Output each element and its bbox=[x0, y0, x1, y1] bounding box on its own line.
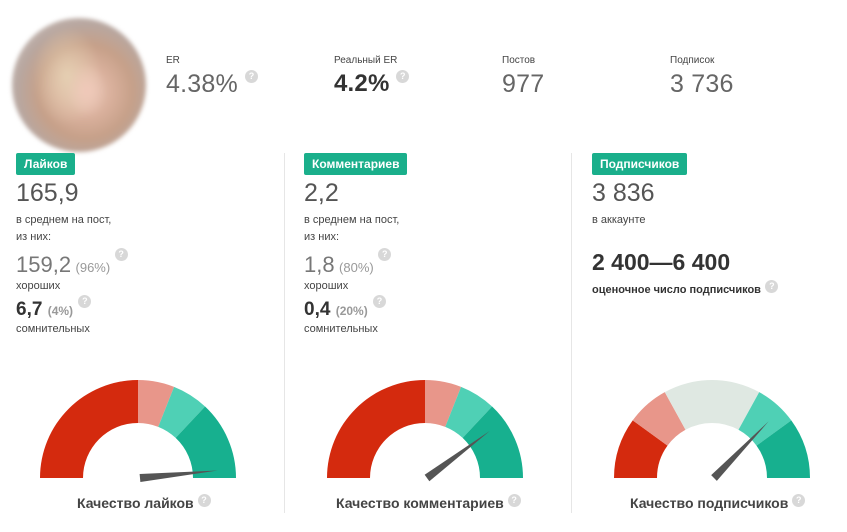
gauge-needle bbox=[424, 430, 490, 482]
likes-doubtful-pct: (4%) bbox=[47, 304, 74, 318]
gauge-segment bbox=[738, 392, 792, 446]
followers-quality-gauge bbox=[614, 380, 810, 481]
gauge-segment bbox=[138, 380, 175, 427]
gauge-segment bbox=[756, 420, 810, 478]
stat-following: Подписок 3 736 bbox=[670, 55, 734, 99]
likes-gauge-arcs bbox=[40, 380, 236, 482]
gauge-segment bbox=[445, 386, 493, 438]
stat-following-value: 3 736 bbox=[670, 70, 734, 98]
comments-gauge-arcs bbox=[327, 380, 523, 482]
stat-real-er: Реальный ER 4.2% ? bbox=[334, 55, 410, 98]
stat-er: ER 4.38% ? bbox=[166, 55, 259, 99]
comments-good-pct: (80%) bbox=[339, 260, 374, 275]
stat-real-er-label: Реальный ER bbox=[334, 55, 398, 66]
stat-er-label: ER bbox=[166, 55, 180, 66]
likes-good: 159,2 (96%) ? bbox=[16, 248, 276, 278]
likes-column: Лайков 165,9 в среднем на пост, из них: … bbox=[16, 153, 276, 521]
likes-average: 165,9 bbox=[16, 179, 79, 207]
likes-doubtful: 6,7 (4%) ? bbox=[16, 295, 276, 321]
comments-doubtful: 0,4 (20%) ? bbox=[304, 295, 564, 321]
stat-posts: Постов 977 bbox=[502, 55, 544, 99]
stat-er-number: 4.38% bbox=[166, 70, 238, 98]
followers-count-caption: в аккаунте bbox=[592, 214, 646, 226]
gauge-segment bbox=[158, 386, 206, 438]
comments-quality-gauge bbox=[327, 380, 523, 482]
stat-posts-label: Постов bbox=[502, 55, 536, 66]
gauge-segment bbox=[425, 380, 462, 427]
column-divider bbox=[571, 153, 572, 513]
likes-average-caption-1: в среднем на пост, bbox=[16, 214, 112, 226]
comments-doubtful-pct: (20%) bbox=[335, 304, 368, 318]
gauge-segment bbox=[614, 420, 668, 478]
stat-er-value: 4.38% ? bbox=[166, 70, 259, 99]
gauge-needle bbox=[711, 421, 769, 481]
comments-good: 1,8 (80%) ? bbox=[304, 248, 564, 278]
stat-following-label: Подписок bbox=[670, 55, 715, 66]
likes-average-caption-2: из них: bbox=[16, 231, 52, 243]
help-icon[interactable]: ? bbox=[792, 494, 806, 507]
comments-badge: Комментариев bbox=[304, 153, 408, 175]
gauge-segment bbox=[327, 380, 425, 478]
comments-good-caption: хороших bbox=[304, 280, 349, 292]
help-icon[interactable]: ? bbox=[114, 248, 128, 261]
comments-column: Комментариев 2,2 в среднем на пост, из н… bbox=[304, 153, 564, 521]
gauge-needle bbox=[139, 470, 218, 482]
gauge-segment bbox=[40, 380, 138, 478]
help-icon[interactable]: ? bbox=[378, 248, 392, 261]
comments-doubtful-value: 0,4 bbox=[304, 299, 331, 320]
followers-gauge-arcs bbox=[614, 380, 810, 481]
avatar bbox=[12, 18, 146, 152]
help-icon[interactable]: ? bbox=[197, 494, 211, 507]
stat-real-er-number: 4.2% bbox=[334, 70, 390, 97]
gauge-segment bbox=[175, 406, 236, 478]
likes-good-pct: (96%) bbox=[75, 260, 111, 275]
likes-quality-title: Качество лайков bbox=[77, 495, 194, 511]
comments-good-value: 1,8 bbox=[304, 252, 335, 277]
followers-estimate-range: 2 400—6 400 bbox=[592, 249, 731, 275]
likes-doubtful-caption: сомнительных bbox=[16, 323, 90, 335]
stat-posts-value: 977 bbox=[502, 70, 545, 98]
comments-average-caption-1: в среднем на пост, bbox=[304, 214, 400, 226]
comments-doubtful-caption: сомнительных bbox=[304, 323, 378, 335]
help-icon[interactable]: ? bbox=[765, 280, 779, 293]
help-icon[interactable]: ? bbox=[396, 70, 410, 83]
likes-quality-gauge bbox=[40, 380, 236, 482]
stat-real-er-value: 4.2% ? bbox=[334, 70, 410, 98]
likes-doubtful-value: 6,7 bbox=[16, 299, 43, 320]
gauge-segment bbox=[664, 380, 760, 430]
help-icon[interactable]: ? bbox=[245, 70, 259, 83]
followers-column: Подписчиков 3 836 в аккаунте 2 400—6 400… bbox=[592, 153, 842, 521]
column-divider bbox=[284, 153, 285, 513]
gauge-segment bbox=[632, 392, 686, 446]
help-icon[interactable]: ? bbox=[78, 295, 92, 308]
comments-quality: Качество комментариев ? bbox=[336, 494, 521, 511]
likes-quality: Качество лайков ? bbox=[77, 494, 211, 511]
followers-estimate-caption: оценочное число подписчиков bbox=[592, 284, 761, 296]
followers-count: 3 836 bbox=[592, 179, 655, 207]
help-icon[interactable]: ? bbox=[373, 295, 386, 308]
likes-good-caption: хороших bbox=[16, 280, 61, 292]
comments-quality-title: Качество комментариев bbox=[336, 495, 504, 511]
gauge-segment bbox=[462, 406, 523, 478]
help-icon[interactable]: ? bbox=[507, 494, 521, 507]
comments-average: 2,2 bbox=[304, 179, 339, 207]
followers-quality: Качество подписчиков ? bbox=[630, 494, 806, 511]
followers-estimate: оценочное число подписчиков ? bbox=[592, 280, 842, 298]
likes-good-value: 159,2 bbox=[16, 252, 72, 277]
followers-quality-title: Качество подписчиков bbox=[630, 495, 789, 511]
followers-badge: Подписчиков bbox=[592, 153, 688, 175]
likes-badge: Лайков bbox=[16, 153, 76, 175]
comments-average-caption-2: из них: bbox=[304, 231, 340, 243]
